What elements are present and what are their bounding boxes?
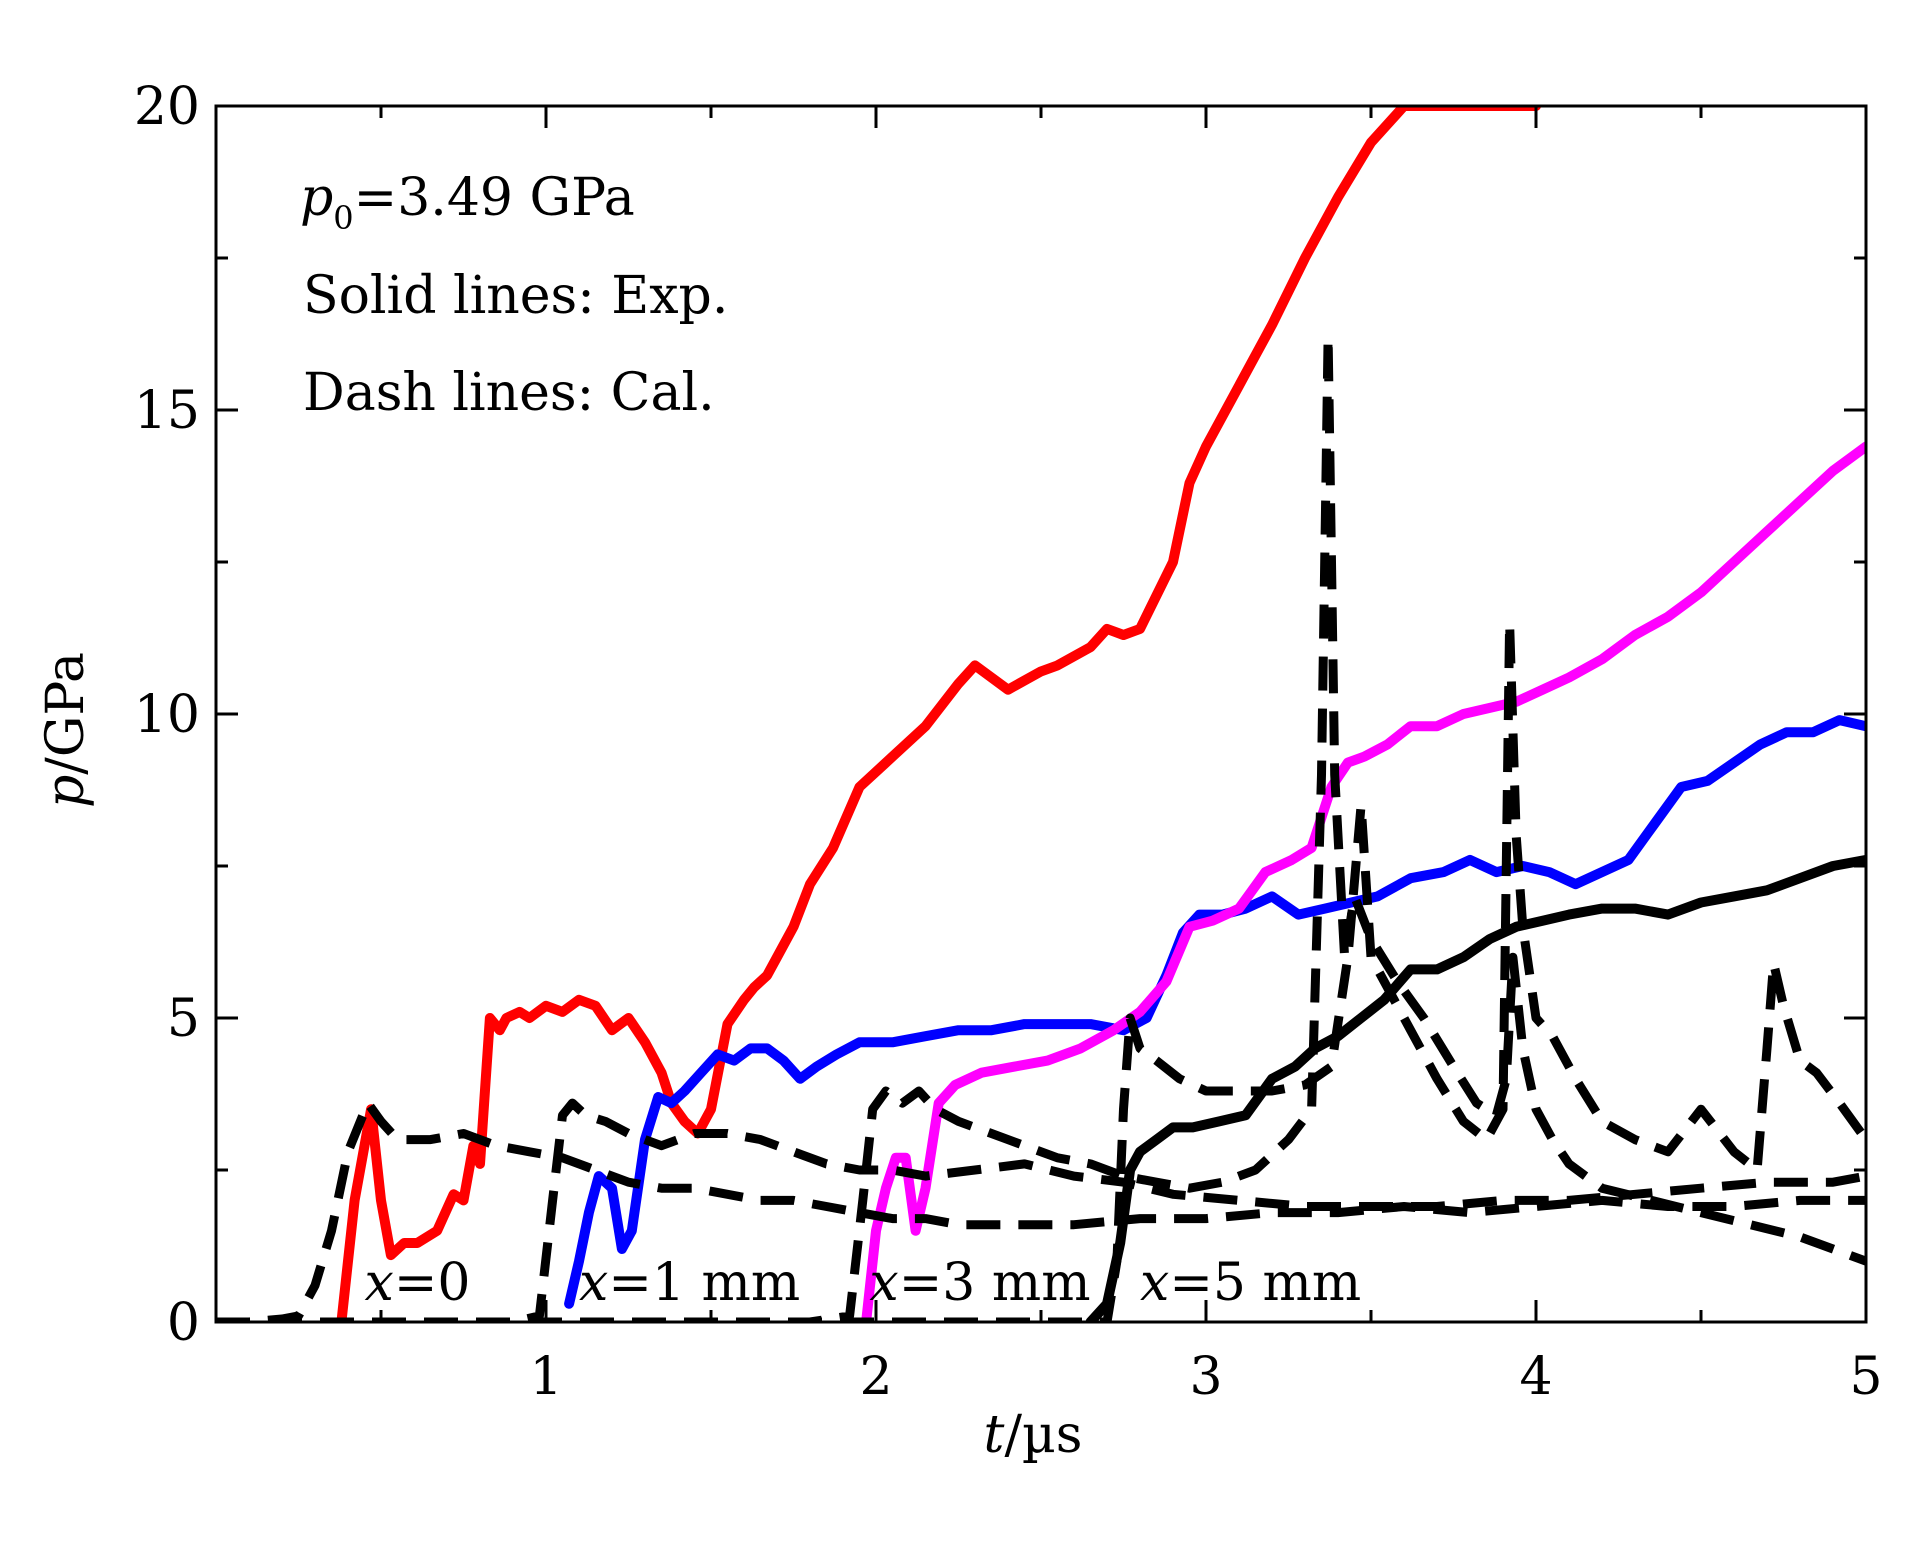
curve-label: x=5 mm xyxy=(1140,1253,1361,1313)
x-tick-label: 4 xyxy=(1519,1347,1552,1407)
y-axis-title: p/GPa xyxy=(36,652,96,808)
x-axis-title-symbol: t xyxy=(984,1405,1005,1465)
series-line-x-0-cal xyxy=(216,1098,1866,1322)
curve-label-text: =5 mm xyxy=(1169,1253,1361,1313)
series-line-x-5-mm-exp xyxy=(1085,854,1866,1322)
x-tick-label: 2 xyxy=(859,1347,892,1407)
series-line-x-3-mm-cal xyxy=(216,332,1866,1322)
series-layer xyxy=(216,106,1866,1322)
series-line-x-0-exp xyxy=(336,106,1541,1322)
curve-label-symbol: x xyxy=(365,1253,394,1313)
series-line-x-5-mm-cal xyxy=(216,618,1866,1322)
x-tick-label: 1 xyxy=(529,1347,562,1407)
y-tick-label: 20 xyxy=(134,77,200,137)
curve-label-text: =0 xyxy=(394,1253,471,1313)
annotation-p0: p0=3.49 GPa xyxy=(300,168,635,237)
curve-label-text: =1 mm xyxy=(608,1253,800,1313)
annotation-solid-lines: Solid lines: Exp. xyxy=(303,266,728,326)
y-tick-label: 0 xyxy=(167,1293,200,1353)
y-axis-title-unit: /GPa xyxy=(36,652,96,775)
annotation-p0-value: =3.49 GPa xyxy=(354,168,635,228)
series-line-x-3-mm-exp xyxy=(861,441,1866,1322)
x-tick-label: 3 xyxy=(1189,1347,1222,1407)
y-tick-label: 10 xyxy=(134,685,200,745)
axes-layer xyxy=(214,104,1868,1324)
x-axis-title-unit: /µs xyxy=(1004,1405,1082,1465)
curve-label-symbol: x xyxy=(579,1253,608,1313)
y-tick-label: 5 xyxy=(167,989,200,1049)
x-tick-label: 5 xyxy=(1849,1347,1882,1407)
y-axis-title-symbol: p xyxy=(36,775,96,808)
curve-label: x=0 xyxy=(365,1253,471,1313)
curve-label-symbol: x xyxy=(869,1253,898,1313)
x-axis-title: t/µs xyxy=(984,1405,1083,1465)
curve-label-text: =3 mm xyxy=(899,1253,1091,1313)
series-line-x-1-mm-cal xyxy=(216,1098,1866,1322)
y-tick-label: 15 xyxy=(134,381,200,441)
curve-label: x=1 mm xyxy=(579,1253,800,1313)
annotation-p0-subscript: 0 xyxy=(333,199,353,237)
annotation-dash-lines: Dash lines: Cal. xyxy=(303,363,715,423)
curve-label-symbol: x xyxy=(1140,1253,1169,1313)
annotation-p0-symbol: p xyxy=(300,168,333,228)
curve-label: x=3 mm xyxy=(869,1253,1090,1313)
